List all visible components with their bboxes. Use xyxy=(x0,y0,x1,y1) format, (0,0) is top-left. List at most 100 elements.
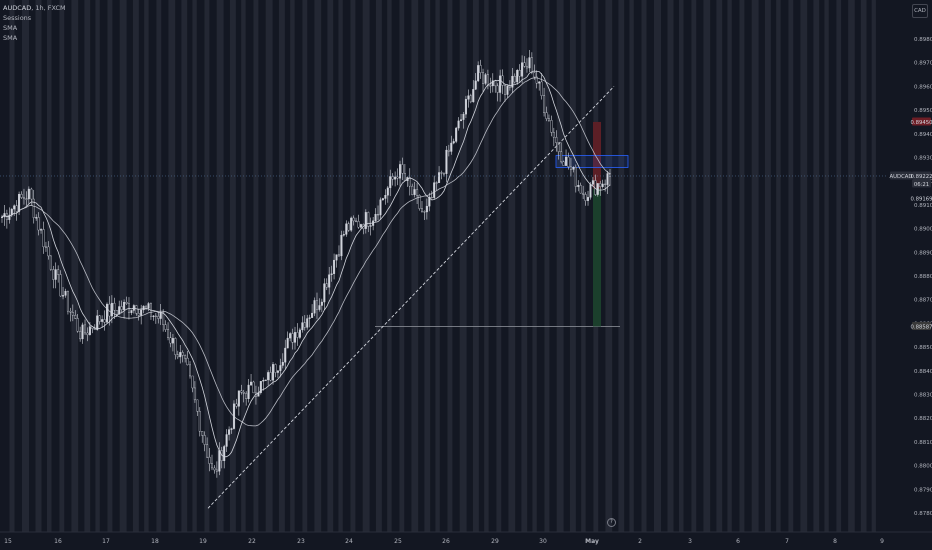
candle-body xyxy=(69,310,72,313)
time-tick-label: 6 xyxy=(736,538,740,545)
legend-interval: 1h xyxy=(35,4,44,12)
candle-body xyxy=(379,199,382,216)
candle-body xyxy=(577,185,580,187)
legend-exchange: FXCM xyxy=(47,4,66,12)
candle-body xyxy=(357,221,360,228)
candle-body xyxy=(203,435,206,445)
candle-body xyxy=(609,173,612,177)
candle-body xyxy=(472,89,475,103)
candle-body xyxy=(494,80,497,87)
time-tick-label: 25 xyxy=(394,538,402,545)
candle-body xyxy=(191,375,194,389)
info-icon[interactable]: ? xyxy=(607,518,616,527)
candle-body xyxy=(525,66,528,69)
candle-body xyxy=(88,326,91,335)
time-tick-label: 3 xyxy=(688,538,692,545)
price-label-bg xyxy=(912,171,931,180)
session-band xyxy=(739,0,745,532)
sma-slow-line[interactable] xyxy=(1,77,611,427)
session-band xyxy=(375,0,382,532)
time-tick-label: 29 xyxy=(491,538,499,545)
candle-body xyxy=(350,217,353,231)
candle-body xyxy=(320,301,323,306)
session-band xyxy=(216,0,224,532)
session-band xyxy=(132,0,139,532)
entry-box[interactable] xyxy=(555,155,629,168)
candle-body xyxy=(340,234,343,257)
legend-symbol: AUDCAD xyxy=(3,4,32,12)
candle-body xyxy=(281,362,284,366)
legend-symbol-row[interactable]: AUDCAD, 1h, FXCM xyxy=(3,4,66,12)
time-axis[interactable]: 15 16 17 18 19 22 23 24 25 26 29 30 May 2 3 6 7 8 9 xyxy=(0,531,932,545)
target-zone[interactable] xyxy=(593,188,601,327)
candle-body xyxy=(469,95,472,103)
candle-body xyxy=(120,306,123,310)
session-band xyxy=(836,0,842,532)
candle-body xyxy=(308,317,311,319)
candle-body xyxy=(245,393,248,400)
candle-body xyxy=(535,76,538,84)
candle-body xyxy=(337,254,340,257)
session-band xyxy=(716,0,723,532)
legend-indicator-sessions[interactable]: Sessions xyxy=(3,14,32,22)
candle-body xyxy=(604,183,607,185)
session-band xyxy=(59,0,65,532)
session-band xyxy=(871,0,876,532)
session-band xyxy=(119,0,127,532)
candle-body xyxy=(62,295,65,297)
candle-body xyxy=(189,364,192,377)
candle-body xyxy=(391,176,394,180)
candle-body xyxy=(420,208,423,212)
session-band xyxy=(47,0,52,532)
session-band xyxy=(181,0,188,532)
candle-body xyxy=(86,332,89,335)
session-band xyxy=(569,0,576,532)
candle-body xyxy=(20,194,23,198)
candle-body xyxy=(318,305,321,310)
sma-fast-line[interactable] xyxy=(1,70,611,458)
price-label-countdown: 06:21 xyxy=(914,182,929,188)
candle-body xyxy=(37,217,40,231)
candle-body xyxy=(325,283,328,288)
candle-body xyxy=(347,223,350,231)
candle-body xyxy=(399,164,402,179)
session-band xyxy=(654,0,661,532)
session-band xyxy=(751,0,759,532)
candle-body xyxy=(101,319,104,322)
candle-body xyxy=(401,164,404,174)
candle-body xyxy=(530,57,533,73)
candle-body xyxy=(74,315,77,319)
session-band xyxy=(435,0,440,532)
candle-body xyxy=(162,312,165,325)
candle-body xyxy=(416,189,419,196)
candle-body xyxy=(44,246,47,248)
session-band xyxy=(290,0,295,532)
candle-body xyxy=(335,254,338,261)
candle-body xyxy=(272,364,275,381)
candle-body xyxy=(123,302,126,310)
currency-badge[interactable]: CAD xyxy=(912,4,928,18)
candle-body xyxy=(259,380,262,393)
candles[interactable] xyxy=(1,50,612,478)
candle-body xyxy=(323,283,326,303)
time-tick-label: 30 xyxy=(539,538,547,545)
candle-body xyxy=(433,182,436,198)
candle-body xyxy=(562,161,565,166)
time-tick-label: 16 xyxy=(54,538,62,545)
time-tick-label: 15 xyxy=(4,538,12,545)
legend-indicator-sma-1[interactable]: SMA xyxy=(3,24,18,32)
session-band xyxy=(556,0,564,532)
legend-indicator-sma-2[interactable]: SMA xyxy=(3,34,18,42)
candle-body xyxy=(369,225,372,227)
candle-body xyxy=(228,429,231,435)
candle-body xyxy=(223,446,226,462)
session-band xyxy=(71,0,79,532)
trendline[interactable] xyxy=(207,86,615,509)
candle-body xyxy=(450,142,453,152)
